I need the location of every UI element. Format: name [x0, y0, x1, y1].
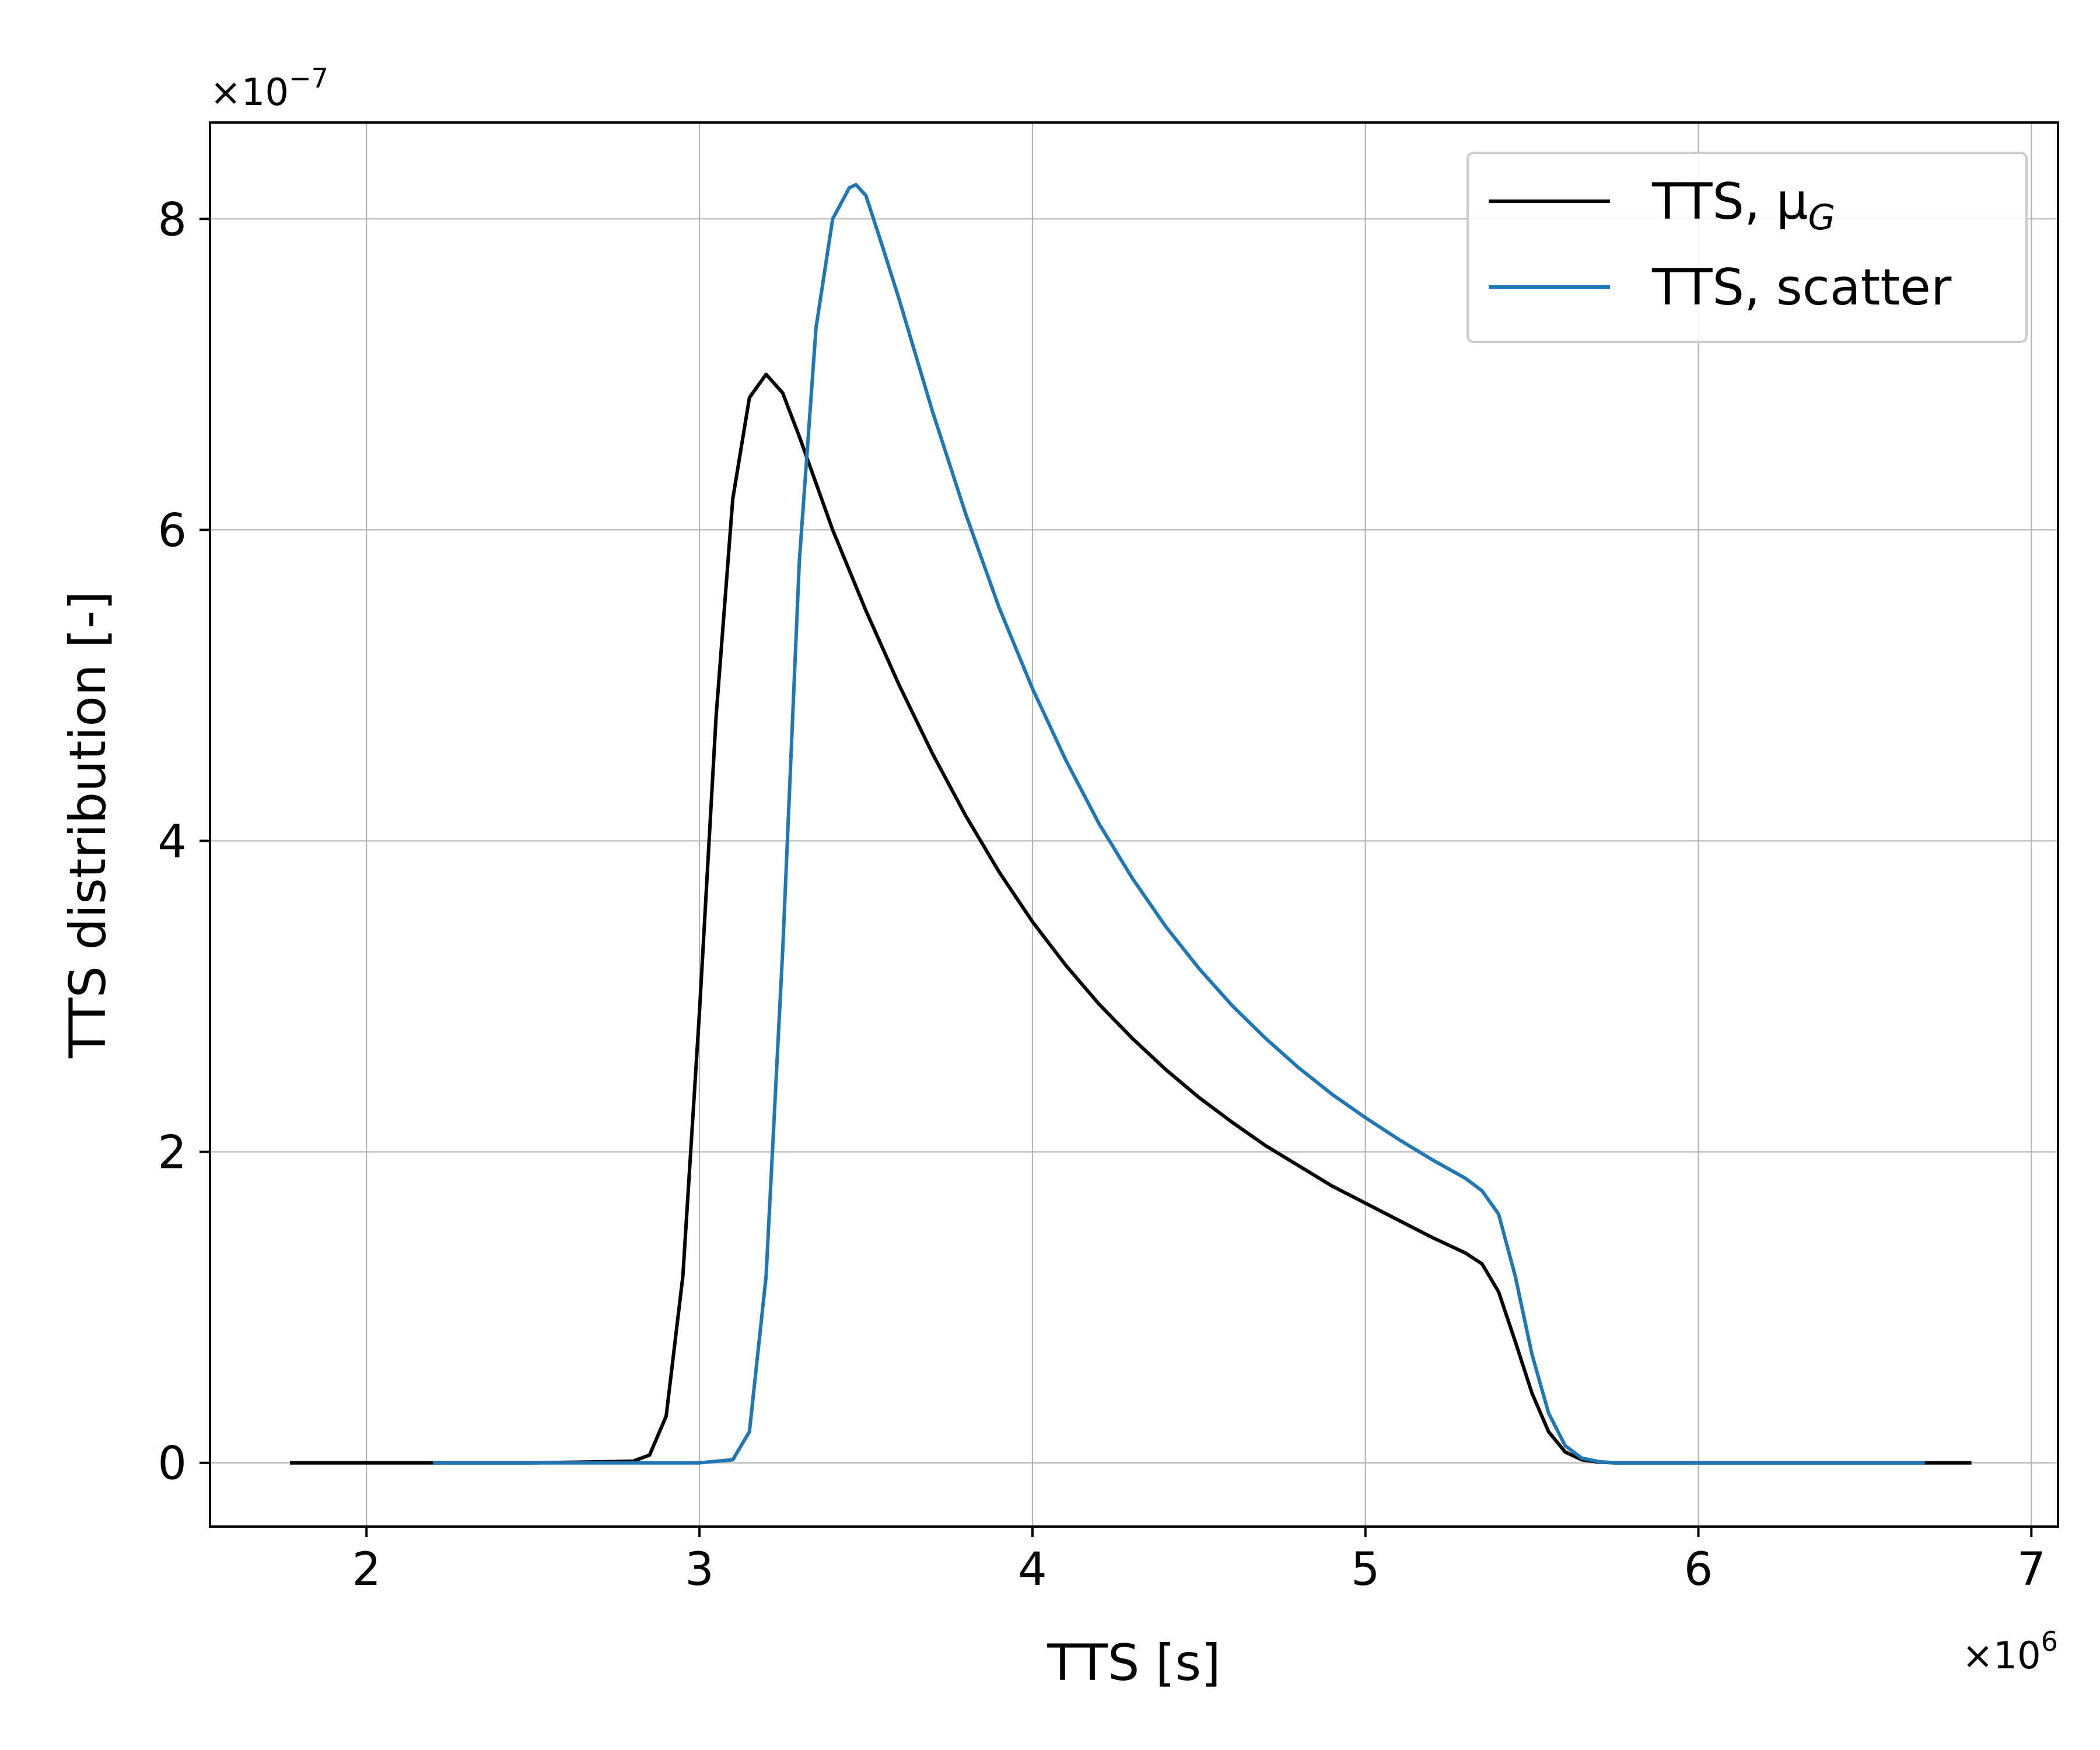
y-tick-label: 4: [158, 816, 187, 868]
legend-label-tts-mu-g-main: TTS, μ: [1651, 173, 1808, 231]
legend-label-tts-mu-g-subscript: G: [1808, 197, 1836, 238]
axis-ticks: 2 3 4 5 6 7 0 2 4 6 8: [158, 194, 2046, 1596]
x-scale-offset-label: ×106: [1962, 1626, 2058, 1678]
x-tick-label: 7: [2017, 1544, 2046, 1596]
x-tick-label: 5: [1351, 1544, 1380, 1596]
y-scale-exponent: −7: [289, 62, 328, 94]
y-scale-offset-label: ×10−7: [210, 62, 328, 114]
series-line-tts-mu-g: [290, 372, 1972, 1465]
legend-label-tts-mu-g: TTS, μG: [1651, 173, 1835, 238]
x-tick-label: 2: [352, 1544, 381, 1596]
x-tick-label: 3: [685, 1544, 714, 1596]
x-tick-label: 4: [1018, 1544, 1047, 1596]
y-tick-label: 0: [158, 1438, 187, 1490]
legend-label-tts-scatter: TTS, scatter: [1651, 258, 1952, 317]
y-scale-base: ×10: [210, 71, 289, 114]
y-tick-label: 2: [158, 1127, 187, 1180]
x-axis-label: TTS [s]: [1046, 1634, 1220, 1692]
x-scale-exponent: 6: [2041, 1626, 2058, 1657]
legend: TTS, μG TTS, scatter: [1466, 152, 2028, 343]
x-tick-label: 6: [1684, 1544, 1713, 1596]
plot-frame: [209, 121, 2059, 1528]
series-lines: [290, 183, 1972, 1465]
y-axis-label: TTS distribution [-]: [59, 591, 117, 1059]
x-scale-base: ×10: [1962, 1634, 2041, 1678]
series-line-tts-scatter: [433, 183, 1925, 1465]
y-tick-label: 6: [158, 505, 187, 557]
y-tick-label: 8: [158, 194, 187, 246]
